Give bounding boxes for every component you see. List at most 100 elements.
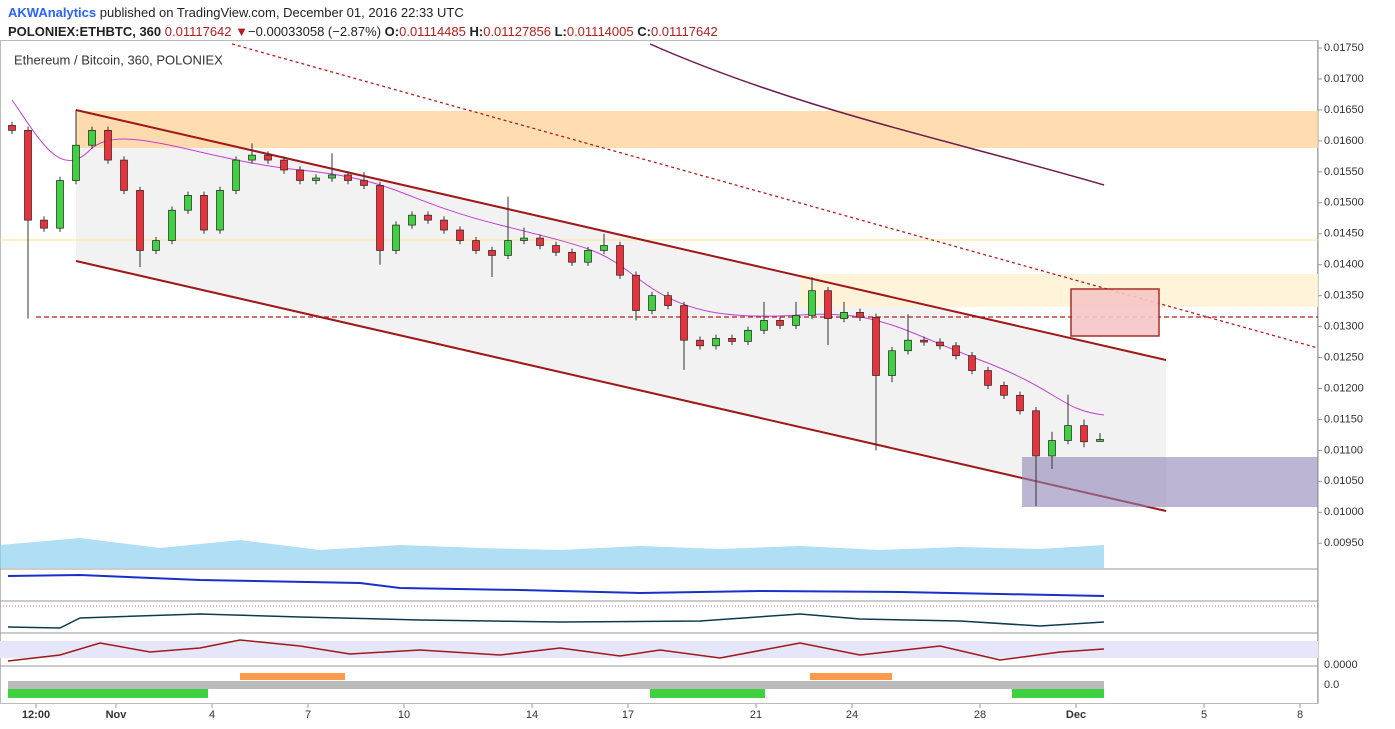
y-tick-label: 0.01150 [1324, 413, 1363, 425]
y-tick-label: 0.00950 [1324, 537, 1364, 549]
y-tick-label: 0.01250 [1324, 351, 1364, 363]
candle-body [280, 159, 288, 171]
change-arrow: ▼ [235, 24, 249, 39]
chart-title: Ethereum / Bitcoin, 360, POLONIEX [14, 52, 223, 67]
indicator-label: 0.0 [1324, 679, 1339, 691]
x-tick-label: 7 [305, 709, 311, 721]
candle-body [600, 245, 608, 251]
ohlc-value: 0.01114005 [566, 24, 634, 39]
ohlc-value: 0.01114485 [399, 24, 466, 39]
candle-body [1064, 425, 1072, 441]
candle-body [376, 185, 384, 251]
candle-body [328, 174, 336, 179]
candle-body [776, 320, 784, 326]
candle-body [312, 177, 320, 181]
candle-body [968, 355, 976, 371]
candle-body [72, 144, 80, 181]
candle-body [440, 219, 448, 231]
candle-body [536, 237, 544, 246]
resistance-zone [800, 274, 1318, 307]
candle-body [856, 312, 864, 318]
candle-body [392, 224, 400, 251]
ohlc-label: O: [384, 24, 400, 39]
y-tick-label: 0.01100 [1324, 444, 1363, 456]
candle-body [840, 312, 848, 319]
indicator-bar [1012, 689, 1104, 698]
candle-body [744, 329, 752, 342]
candle-body [8, 125, 16, 131]
candle-body [296, 169, 304, 181]
ohlc-label: C: [637, 24, 651, 39]
candle-body [1032, 410, 1040, 457]
x-tick-label: 17 [622, 709, 634, 721]
candle-body [728, 338, 736, 342]
change: −0.00033058 (−2.87%) [248, 24, 382, 39]
candle-body [344, 174, 352, 181]
ohlc-label: H: [469, 24, 484, 39]
target-box [1070, 288, 1160, 337]
x-tick-label: 14 [526, 709, 538, 721]
x-tick-label: 8 [1297, 709, 1303, 721]
candle-body [408, 214, 416, 226]
candle-body [1000, 385, 1008, 396]
indicator-bar [650, 689, 765, 698]
indicator-line [7, 613, 1105, 629]
candle-body [824, 290, 832, 319]
x-tick-label: 5 [1201, 709, 1207, 721]
candle-body [152, 240, 160, 251]
y-tick-label: 0.01050 [1324, 475, 1364, 487]
y-tick-label: 0.01700 [1324, 73, 1364, 85]
candle-body [216, 190, 224, 231]
candle-body [264, 154, 272, 161]
candle-body [40, 219, 48, 229]
y-tick-label: 0.01550 [1324, 166, 1364, 178]
moving-average [649, 43, 1105, 186]
y-tick-label: 0.01450 [1324, 228, 1364, 240]
candle-body [936, 341, 944, 347]
symbol: POLONIEX:ETHBTC, 360 [8, 24, 162, 39]
x-tick-label: 10 [398, 709, 410, 721]
candle-body [232, 159, 240, 191]
y-tick-label: 0.01500 [1324, 197, 1364, 209]
stoch-line [7, 639, 1105, 662]
candle-body [248, 154, 256, 161]
y-tick-label: 0.01650 [1324, 104, 1364, 116]
candle-body [56, 180, 64, 229]
candle-body [120, 159, 128, 191]
support-box [1022, 457, 1318, 507]
ohlc-value: 0.01127856 [483, 24, 551, 39]
y-tick-label: 0.01750 [1324, 42, 1364, 54]
candle-body [424, 214, 432, 221]
candle-body [632, 274, 640, 311]
resistance-zone [76, 111, 1318, 148]
candle-body [1016, 394, 1024, 412]
candle-body [952, 345, 960, 357]
header-line: POLONIEX:ETHBTC, 360 0.01117642 ▼−0.0003… [8, 22, 718, 41]
indicator-bar [8, 689, 208, 698]
candle-body [520, 237, 528, 241]
candle-body [136, 190, 144, 251]
volume-ma [0, 538, 1104, 568]
candle-body [984, 370, 992, 386]
candle-body [488, 250, 496, 256]
candle-body [584, 250, 592, 263]
candle-body [456, 229, 464, 241]
x-tick-label: 12:00 [22, 709, 50, 721]
y-tick-label: 0.01200 [1324, 382, 1364, 394]
x-tick-label: Nov [106, 709, 128, 721]
candle-body [664, 295, 672, 306]
candle-body [184, 195, 192, 211]
published: published on TradingView.com, December 0… [99, 5, 464, 20]
y-tick-label: 0.01400 [1324, 259, 1364, 271]
candle-body [696, 339, 704, 347]
ohlc-label: L: [554, 24, 567, 39]
ohlc-value: 0.01117642 [650, 24, 718, 39]
y-tick-label: 0.01300 [1324, 320, 1364, 332]
candle-body [648, 295, 656, 311]
indicator-bar [8, 681, 1104, 689]
candle-body [920, 339, 928, 343]
channel-bottom [75, 260, 1167, 512]
candle-body [680, 305, 688, 341]
